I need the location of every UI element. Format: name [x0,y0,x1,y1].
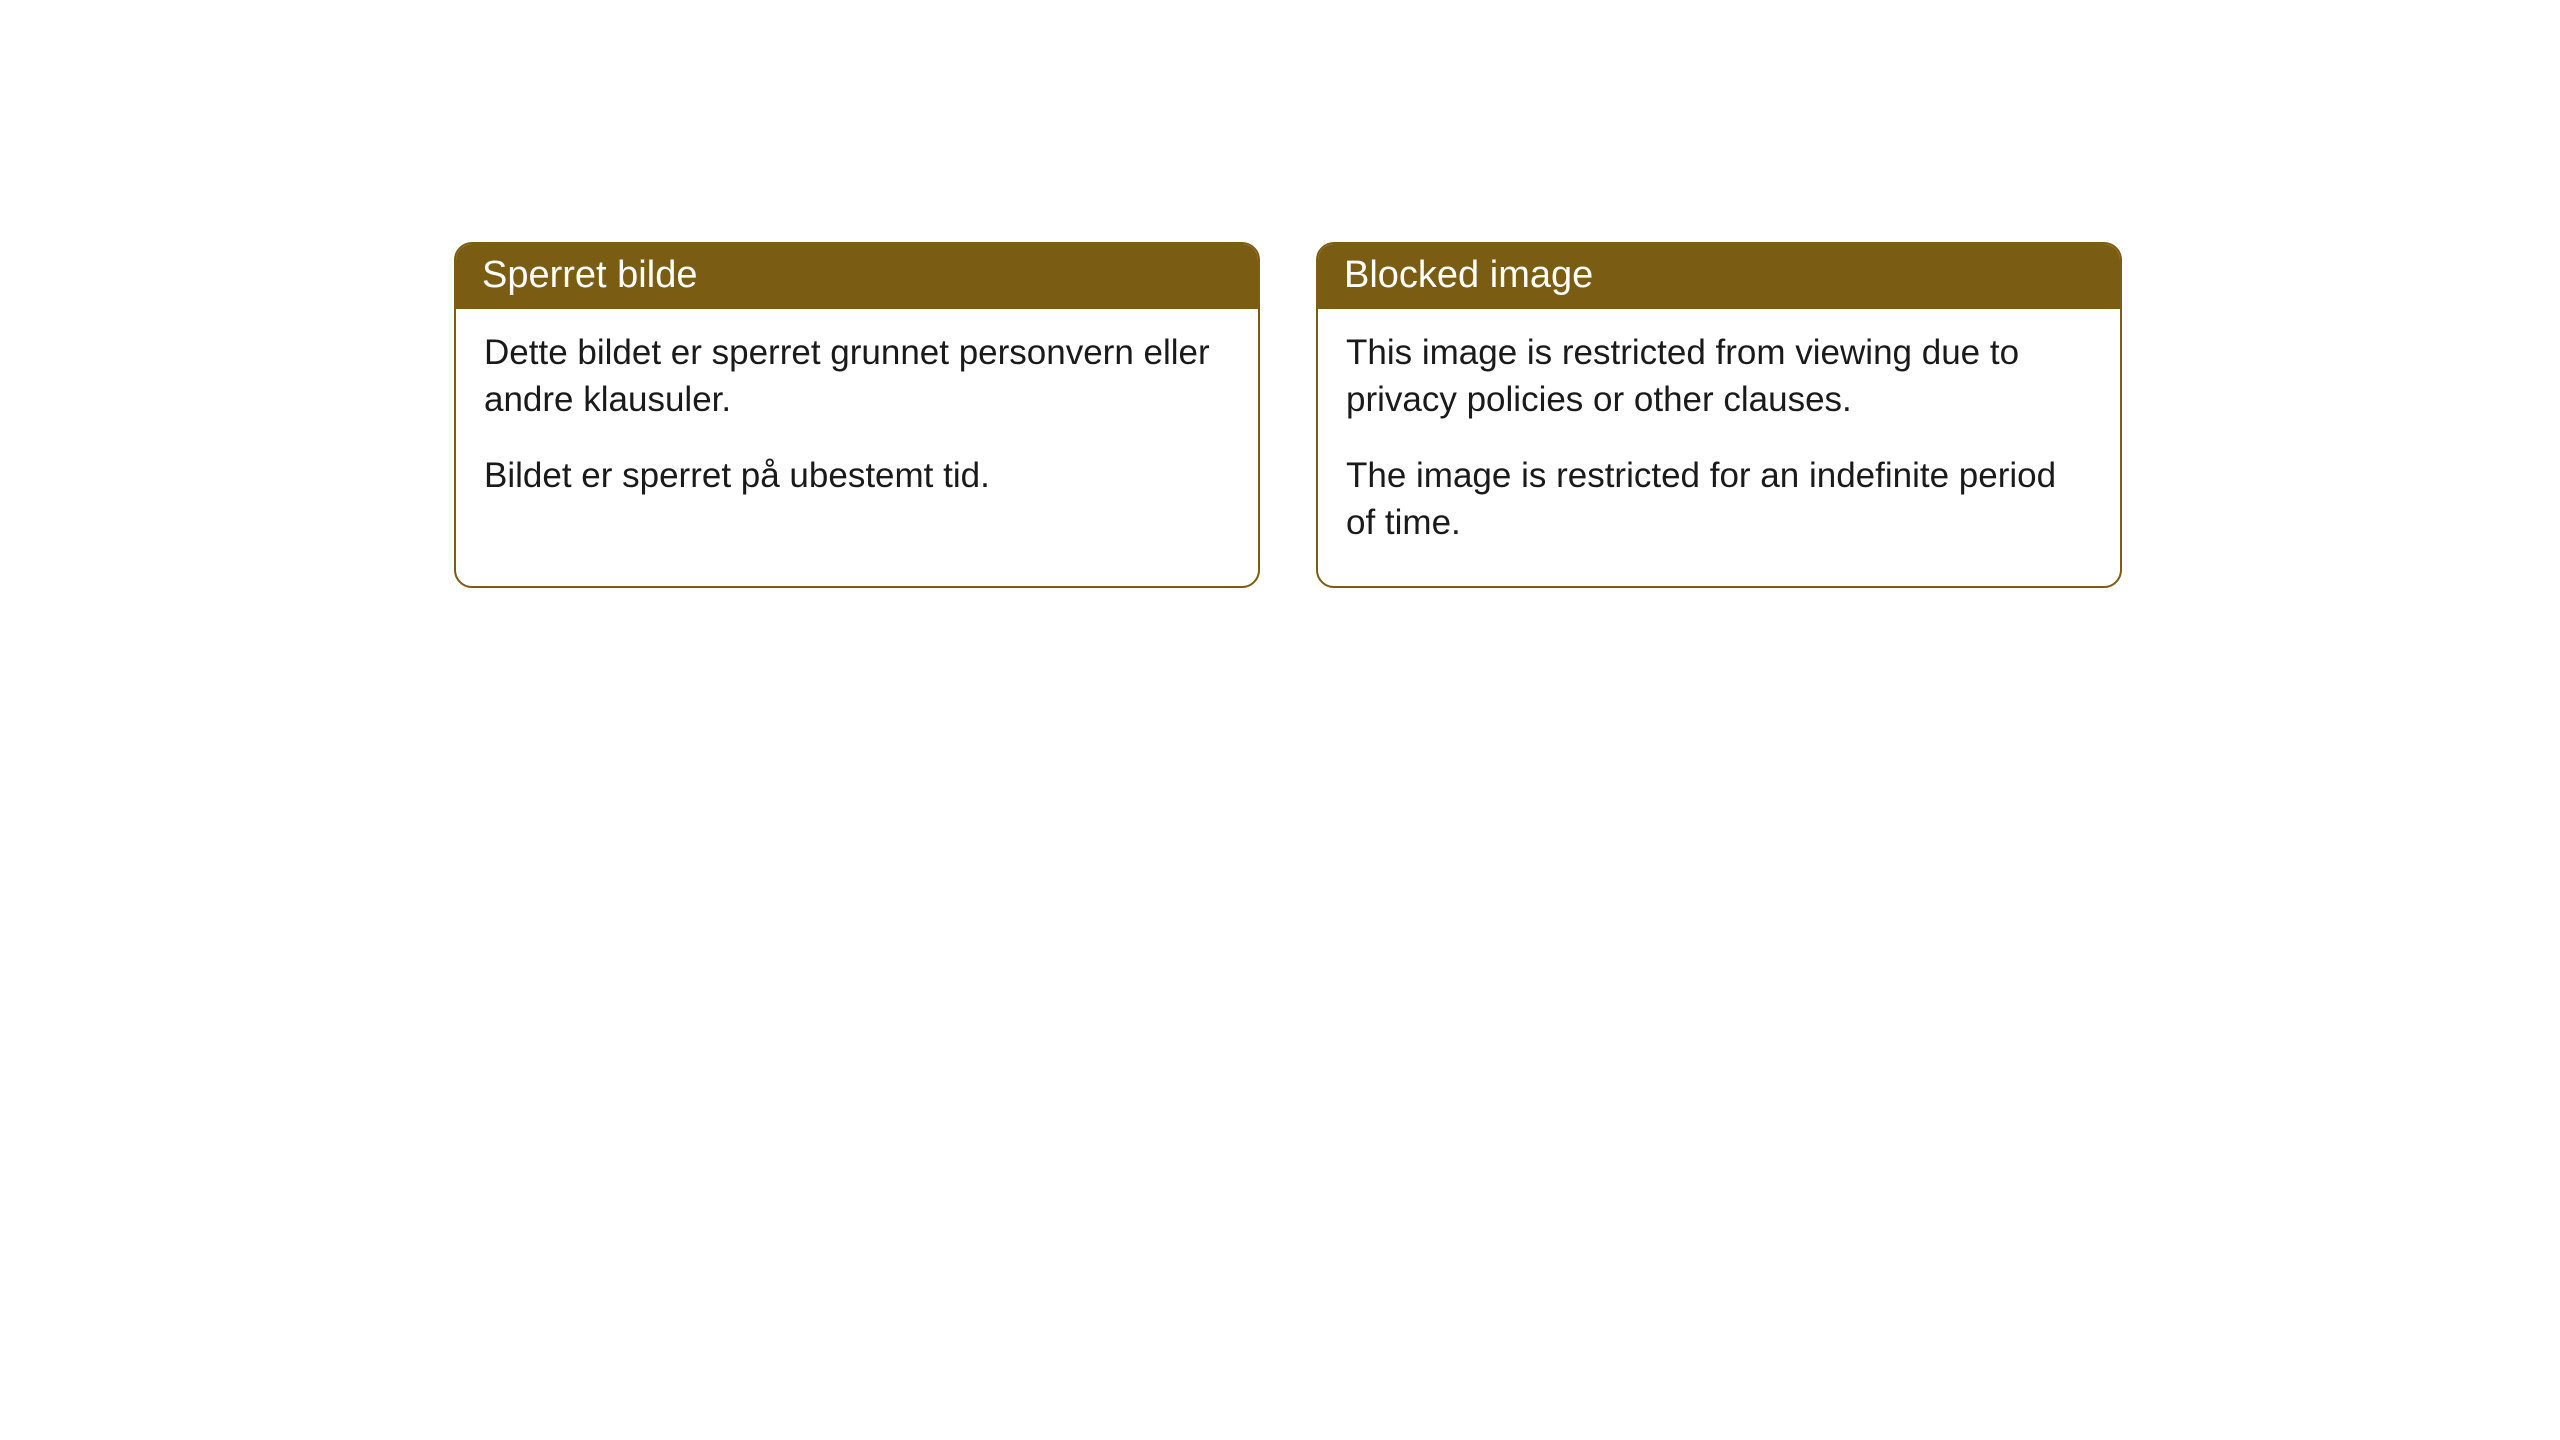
notice-text-reason: Dette bildet er sperret grunnet personve… [484,329,1230,424]
notice-text-duration: The image is restricted for an indefinit… [1346,452,2092,547]
notice-text-duration: Bildet er sperret på ubestemt tid. [484,452,1230,499]
notice-card-english: Blocked image This image is restricted f… [1316,242,2122,588]
card-header: Blocked image [1318,244,2120,309]
card-body: Dette bildet er sperret grunnet personve… [456,309,1258,539]
notice-card-norwegian: Sperret bilde Dette bildet er sperret gr… [454,242,1260,588]
card-body: This image is restricted from viewing du… [1318,309,2120,586]
card-header: Sperret bilde [456,244,1258,309]
notice-container: Sperret bilde Dette bildet er sperret gr… [0,0,2560,588]
notice-text-reason: This image is restricted from viewing du… [1346,329,2092,424]
